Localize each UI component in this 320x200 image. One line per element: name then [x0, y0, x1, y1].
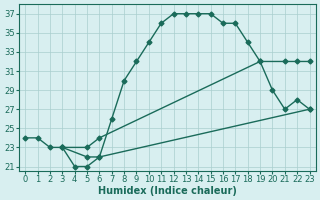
X-axis label: Humidex (Indice chaleur): Humidex (Indice chaleur) — [98, 186, 237, 196]
